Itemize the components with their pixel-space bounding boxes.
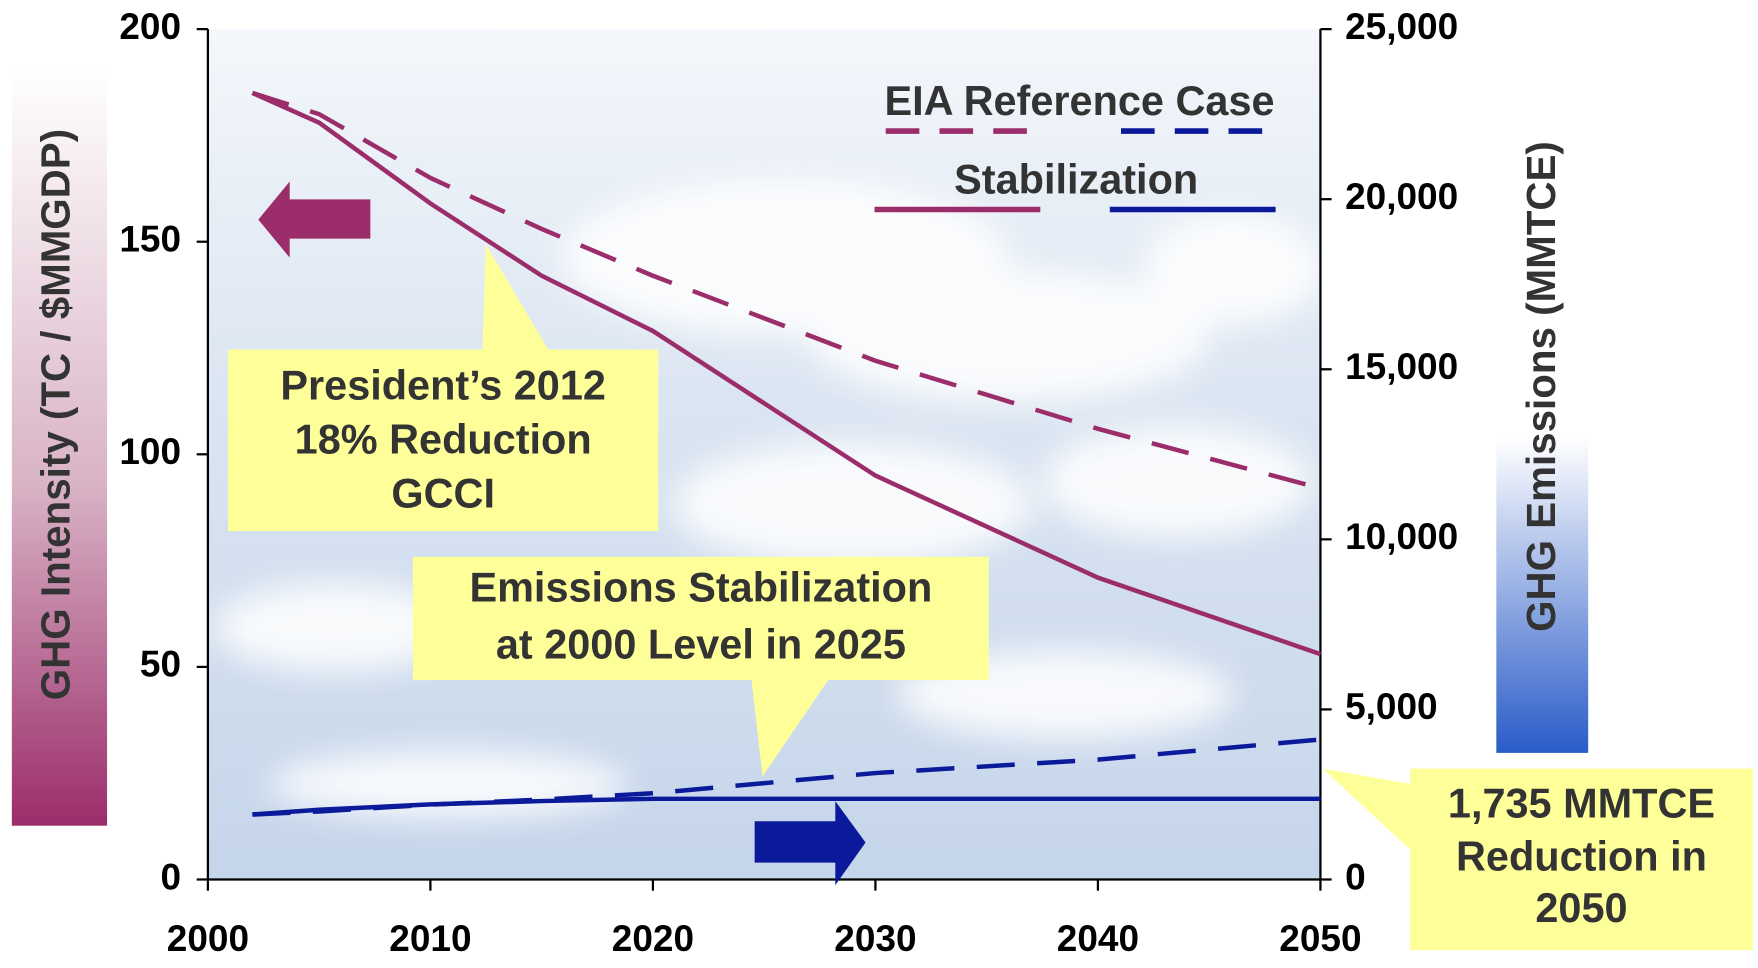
y-tick-label: 150 (119, 218, 181, 259)
callout-box (228, 349, 659, 532)
y-tick-label: 200 (119, 6, 181, 47)
x-tick-label: 2050 (1279, 918, 1361, 959)
y-tick-label: 0 (160, 856, 181, 897)
right-axis-arrow (754, 801, 866, 886)
y2-tick-label: 0 (1345, 856, 1366, 897)
callout-box (1410, 768, 1753, 951)
y2-tick-label: 20,000 (1345, 176, 1458, 217)
y2-tick-label: 15,000 (1345, 346, 1458, 387)
annotation-text: 2050 (1535, 884, 1627, 931)
x-tick-label: 2010 (389, 918, 471, 959)
y2-tick-label: 5,000 (1345, 686, 1438, 727)
annotation-text: Emissions Stabilization (469, 563, 932, 610)
annotation-text: at 2000 Level in 2025 (496, 621, 906, 668)
legend-label: EIA Reference Case (885, 77, 1275, 124)
y2-axis-label-background (1496, 436, 1589, 753)
clouds (213, 179, 1323, 818)
legend-label: Stabilization (954, 156, 1198, 203)
x-tick-label: 2020 (612, 918, 694, 959)
y2-tick-label: 10,000 (1345, 516, 1458, 557)
series-line (251, 90, 1322, 657)
series-line (251, 90, 1322, 491)
y-tick-label: 100 (119, 431, 181, 472)
x-tick-label: 2000 (167, 918, 249, 959)
series-line (252, 796, 1321, 817)
y-axis-label: GHG Intensity (TC / $MMGDP) (33, 129, 79, 700)
annotation-text: GCCI (391, 469, 495, 516)
y2-axis-label: GHG Emissions (MMTCE) (1518, 141, 1564, 632)
callout-pointer (751, 677, 830, 777)
annotation-text: President’s 2012 (280, 362, 606, 409)
x-tick-label: 2030 (834, 918, 916, 959)
callout-pointer (1322, 768, 1413, 852)
annotation-text: 1,735 MMTCE (1448, 780, 1715, 827)
y2-tick-label: 25,000 (1345, 6, 1458, 47)
y-tick-label: 50 (140, 644, 181, 685)
left-axis-arrow (258, 181, 371, 258)
callout-pointer (482, 244, 550, 352)
annotation-text: Reduction in (1456, 832, 1707, 879)
y-axis-label-background (11, 67, 108, 826)
x-tick-label: 2040 (1057, 918, 1139, 959)
callout-box (412, 556, 989, 681)
annotation-text: 18% Reduction (295, 415, 592, 462)
